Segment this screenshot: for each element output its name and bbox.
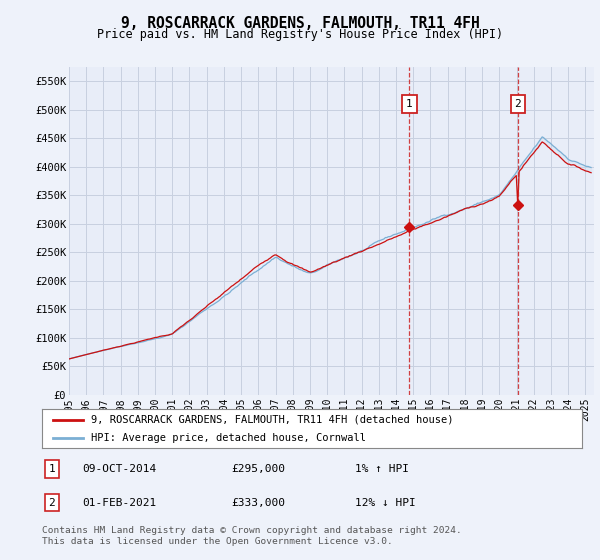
Text: 09-OCT-2014: 09-OCT-2014 (83, 464, 157, 474)
Text: £295,000: £295,000 (231, 464, 285, 474)
Text: 9, ROSCARRACK GARDENS, FALMOUTH, TR11 4FH (detached house): 9, ROSCARRACK GARDENS, FALMOUTH, TR11 4F… (91, 415, 453, 425)
Text: 01-FEB-2021: 01-FEB-2021 (83, 498, 157, 507)
Text: £333,000: £333,000 (231, 498, 285, 507)
Text: 1: 1 (406, 99, 413, 109)
Text: Price paid vs. HM Land Registry's House Price Index (HPI): Price paid vs. HM Land Registry's House … (97, 28, 503, 41)
Text: 1% ↑ HPI: 1% ↑ HPI (355, 464, 409, 474)
Text: Contains HM Land Registry data © Crown copyright and database right 2024.
This d: Contains HM Land Registry data © Crown c… (42, 526, 462, 546)
Text: 2: 2 (49, 498, 55, 507)
Text: 1: 1 (49, 464, 55, 474)
Text: 9, ROSCARRACK GARDENS, FALMOUTH, TR11 4FH: 9, ROSCARRACK GARDENS, FALMOUTH, TR11 4F… (121, 16, 479, 31)
Text: 12% ↓ HPI: 12% ↓ HPI (355, 498, 416, 507)
Text: 2: 2 (515, 99, 521, 109)
Text: HPI: Average price, detached house, Cornwall: HPI: Average price, detached house, Corn… (91, 433, 365, 443)
